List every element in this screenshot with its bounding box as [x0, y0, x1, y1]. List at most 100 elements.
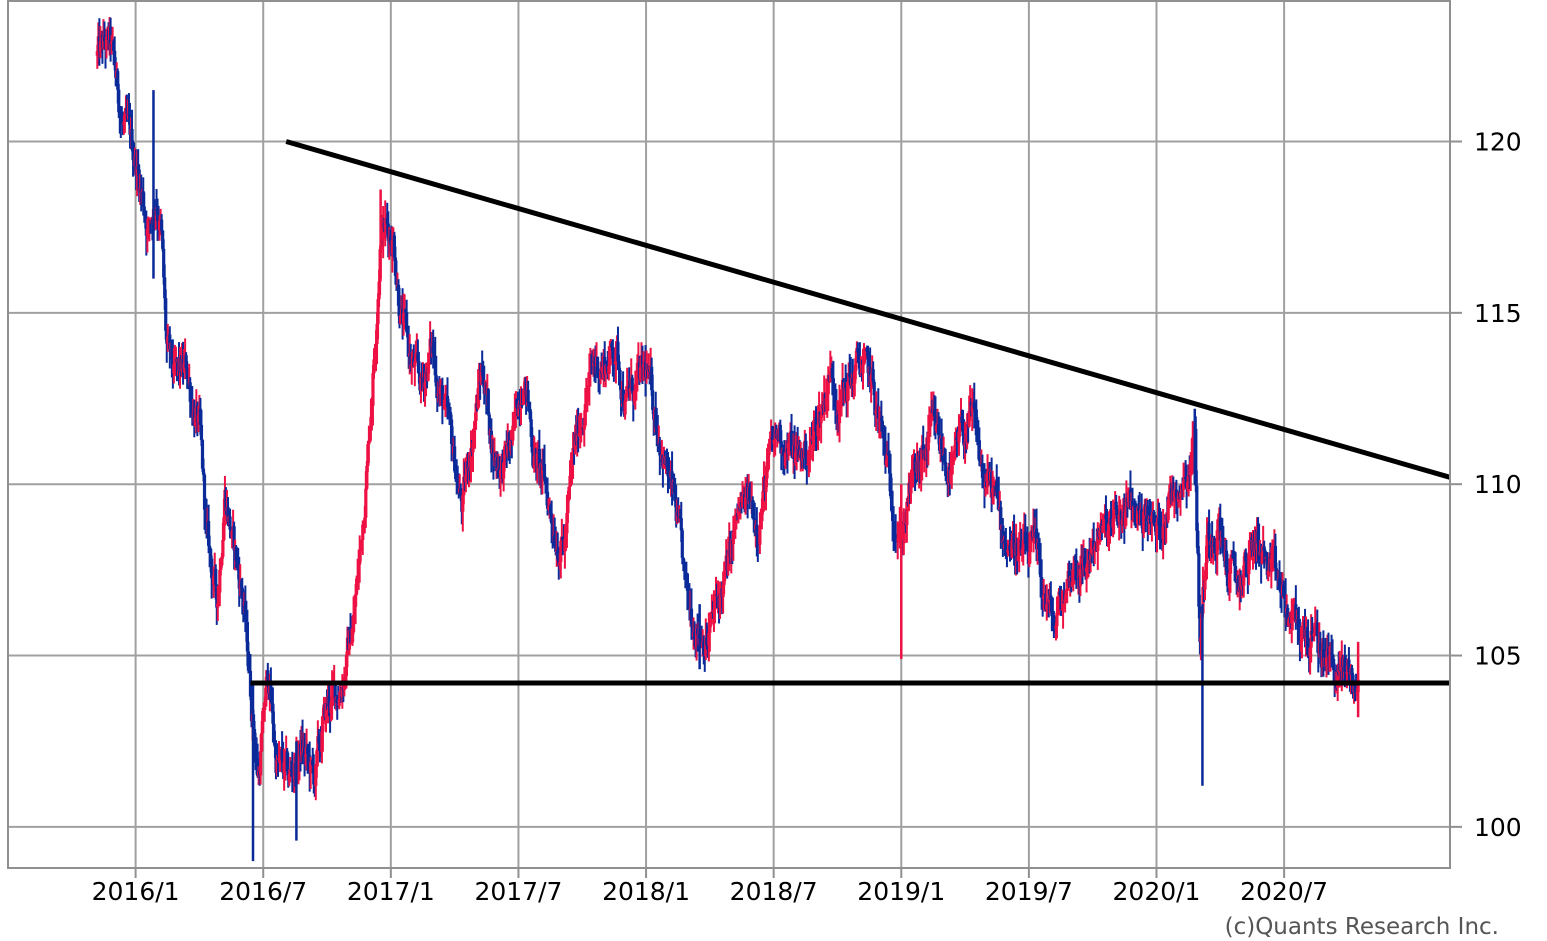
candle-body — [246, 651, 251, 671]
candle-body — [1198, 606, 1202, 642]
candle-body — [1195, 485, 1199, 531]
candle-body — [1301, 621, 1305, 628]
candle-body — [1093, 547, 1097, 549]
candle-body — [760, 511, 764, 522]
candle-body — [182, 363, 186, 369]
candle-body — [285, 751, 289, 772]
candle-body — [1353, 680, 1357, 693]
x-tick-label: 2017/1 — [347, 877, 435, 906]
candle-body — [933, 416, 938, 432]
candle-body — [474, 403, 478, 421]
candle-body — [858, 360, 862, 375]
candle-body — [1102, 518, 1106, 526]
candle-body — [357, 564, 361, 577]
candle-body — [1244, 552, 1248, 562]
candle-body — [195, 405, 199, 423]
candle-body — [1270, 556, 1274, 559]
candle-body — [186, 379, 190, 383]
candle-body — [166, 336, 170, 344]
candle-body — [263, 706, 267, 711]
candle-body — [633, 383, 637, 392]
candle-body — [874, 409, 878, 415]
candle-body — [324, 702, 328, 718]
candle-body — [656, 429, 660, 443]
candle-body — [882, 436, 887, 444]
candle-body — [571, 448, 575, 463]
candle-body — [905, 501, 909, 526]
candle-body — [805, 457, 809, 466]
candle-body — [865, 348, 869, 352]
candle-body — [303, 755, 308, 757]
candle-body — [1133, 506, 1138, 510]
candle-body — [913, 458, 917, 472]
candle-body — [837, 403, 842, 424]
candle-body — [348, 631, 353, 644]
candle-body — [264, 687, 268, 707]
candle-body — [614, 347, 618, 364]
candle-body — [756, 536, 760, 545]
candle-body — [1167, 491, 1171, 501]
candle-body — [1215, 530, 1219, 556]
candle-body — [833, 395, 838, 407]
candle-body — [315, 750, 319, 765]
candle-body — [1105, 518, 1109, 538]
candle-body — [894, 533, 898, 539]
candle-body — [761, 491, 765, 512]
candle-body — [493, 453, 498, 461]
candle-body — [666, 467, 670, 477]
candle-body — [1140, 509, 1144, 525]
candle-body — [1277, 577, 1282, 590]
candle-body — [743, 497, 748, 510]
candle-body — [383, 220, 387, 230]
candle-body — [690, 624, 695, 638]
candle-body — [566, 498, 570, 514]
candle-body — [139, 188, 143, 193]
candle-body — [1050, 599, 1054, 616]
candle-body — [1308, 647, 1312, 656]
candle-body — [435, 386, 439, 396]
candle-body — [1221, 537, 1225, 545]
candle-body — [198, 408, 203, 425]
candle-body — [783, 452, 788, 466]
candle-body — [954, 437, 958, 446]
candle-body — [758, 525, 762, 545]
candle-body — [692, 632, 697, 640]
candle-body — [996, 492, 1000, 496]
candle-body — [1153, 523, 1157, 526]
candle-body — [854, 358, 858, 371]
candle-body — [360, 539, 364, 541]
candle-body — [214, 568, 218, 585]
candle-body — [687, 597, 692, 610]
candle-body — [862, 359, 866, 365]
candle-body — [329, 701, 333, 713]
candle-body — [678, 516, 682, 519]
candle-body — [1123, 512, 1127, 527]
candle-body — [386, 223, 390, 241]
candle-body — [1072, 556, 1076, 574]
candle-body — [886, 452, 891, 456]
candle-body — [479, 370, 483, 384]
candle-body — [545, 491, 550, 509]
candle-body — [116, 71, 120, 90]
candle-body — [1294, 604, 1298, 623]
candle-body — [1096, 531, 1100, 551]
candle-body — [765, 461, 769, 479]
candle-body — [967, 411, 971, 427]
candle-body — [254, 756, 259, 759]
candle-body — [245, 622, 249, 652]
candle-body — [362, 524, 366, 526]
candle-body — [1070, 581, 1074, 587]
candle-body — [1310, 630, 1314, 635]
candle-body — [433, 355, 437, 376]
candle-body — [995, 481, 999, 493]
candle-body — [377, 281, 381, 300]
candle-body — [1347, 659, 1351, 672]
candle-body — [990, 472, 994, 493]
candle-body — [1182, 477, 1187, 481]
candle-body — [651, 390, 655, 410]
candle-body — [172, 364, 176, 374]
candle-body — [359, 540, 363, 551]
candle-body — [243, 602, 247, 621]
candle-body — [1114, 501, 1118, 510]
candle-body — [1120, 519, 1124, 525]
